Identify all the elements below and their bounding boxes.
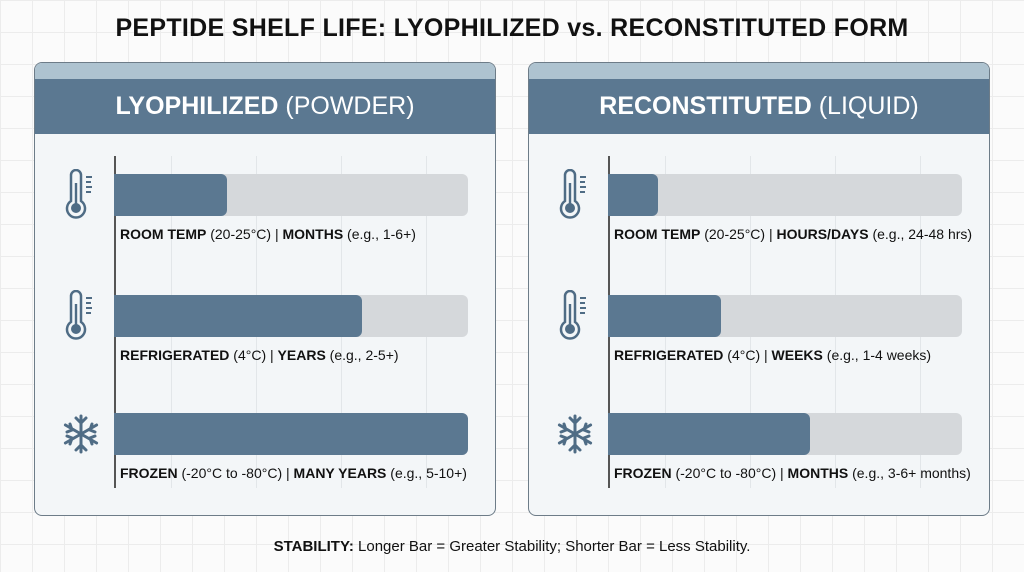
bar-label: FROZEN (-20°C to -80°C) | MANY YEARS (e.… (120, 465, 467, 481)
condition: FROZEN (614, 465, 672, 481)
condition: ROOM TEMP (614, 226, 701, 242)
condition: ROOM TEMP (120, 226, 207, 242)
condition: FROZEN (120, 465, 178, 481)
panel-header-cap (529, 63, 989, 79)
duration-example: (e.g., 1-4 weeks) (822, 347, 932, 363)
duration: MONTHS (787, 465, 849, 481)
condition: REFRIGERATED (120, 347, 230, 363)
bar-fill (608, 295, 722, 337)
duration-example: (e.g., 2-5+) (325, 347, 399, 363)
bar-fill (114, 295, 362, 337)
legend-bold: STABILITY: (273, 538, 354, 555)
bar-track (608, 413, 962, 455)
duration-example: (e.g., 24-48 hrs) (868, 226, 973, 242)
duration: HOURS/DAYS (776, 226, 869, 242)
bar-label: REFRIGERATED (4°C) | YEARS (e.g., 2-5+) (120, 347, 399, 363)
panel-title-bold: LYOPHILIZED (115, 92, 279, 120)
temperature-range: (20-25°C) | (700, 226, 777, 242)
bar-track (114, 295, 468, 337)
snowflake-icon (555, 408, 595, 460)
temperature-range: (4°C) | (723, 347, 772, 363)
stability-legend: STABILITY: Longer Bar = Greater Stabilit… (0, 538, 1024, 555)
bar-label: ROOM TEMP (20-25°C) | HOURS/DAYS (e.g., … (614, 226, 972, 242)
panel-title-bold: RECONSTITUTED (599, 92, 812, 120)
panel-lyophilized: LYOPHILIZED (POWDER) ROOM TEMP (20-25°C)… (34, 62, 496, 516)
duration: MONTHS (282, 226, 344, 242)
thermometer-icon (555, 168, 595, 221)
panel-title-rest: (LIQUID) (811, 92, 919, 120)
duration-example: (e.g., 3-6+ months) (848, 465, 971, 481)
bar-fill (114, 413, 468, 455)
duration: YEARS (277, 347, 326, 363)
duration-example: (e.g., 5-10+) (386, 465, 467, 481)
condition: REFRIGERATED (614, 347, 724, 363)
bar-label: ROOM TEMP (20-25°C) | MONTHS (e.g., 1-6+… (120, 226, 416, 242)
bar-track (114, 413, 468, 455)
duration-example: (e.g., 1-6+) (343, 226, 416, 242)
snowflake-icon (61, 408, 101, 460)
panel-title-rest: (POWDER) (278, 92, 415, 120)
duration: WEEKS (771, 347, 823, 363)
duration: MANY YEARS (293, 465, 387, 481)
bar-fill (114, 174, 228, 216)
panel-title: LYOPHILIZED (POWDER) (35, 79, 495, 134)
panel-header-cap (35, 63, 495, 79)
temperature-range: (20-25°C) | (206, 226, 283, 242)
panel-reconstituted: RECONSTITUTED (LIQUID) ROOM TEMP (20-25°… (528, 62, 990, 516)
thermometer-icon (555, 289, 595, 342)
thermometer-icon (61, 289, 101, 342)
bar-label: REFRIGERATED (4°C) | WEEKS (e.g., 1-4 we… (614, 347, 931, 363)
panel-title: RECONSTITUTED (LIQUID) (529, 79, 989, 134)
bar-track (608, 295, 962, 337)
thermometer-icon (61, 168, 101, 221)
temperature-range: (-20°C to -80°C) | (671, 465, 788, 481)
page-title: PEPTIDE SHELF LIFE: LYOPHILIZED vs. RECO… (115, 14, 909, 42)
legend-text: Longer Bar = Greater Stability; Shorter … (353, 538, 751, 555)
temperature-range: (4°C) | (229, 347, 278, 363)
bar-track (114, 174, 468, 216)
bar-label: FROZEN (-20°C to -80°C) | MONTHS (e.g., … (614, 465, 971, 481)
bar-fill (608, 413, 810, 455)
bar-fill (608, 174, 658, 216)
bar-track (608, 174, 962, 216)
temperature-range: (-20°C to -80°C) | (177, 465, 294, 481)
